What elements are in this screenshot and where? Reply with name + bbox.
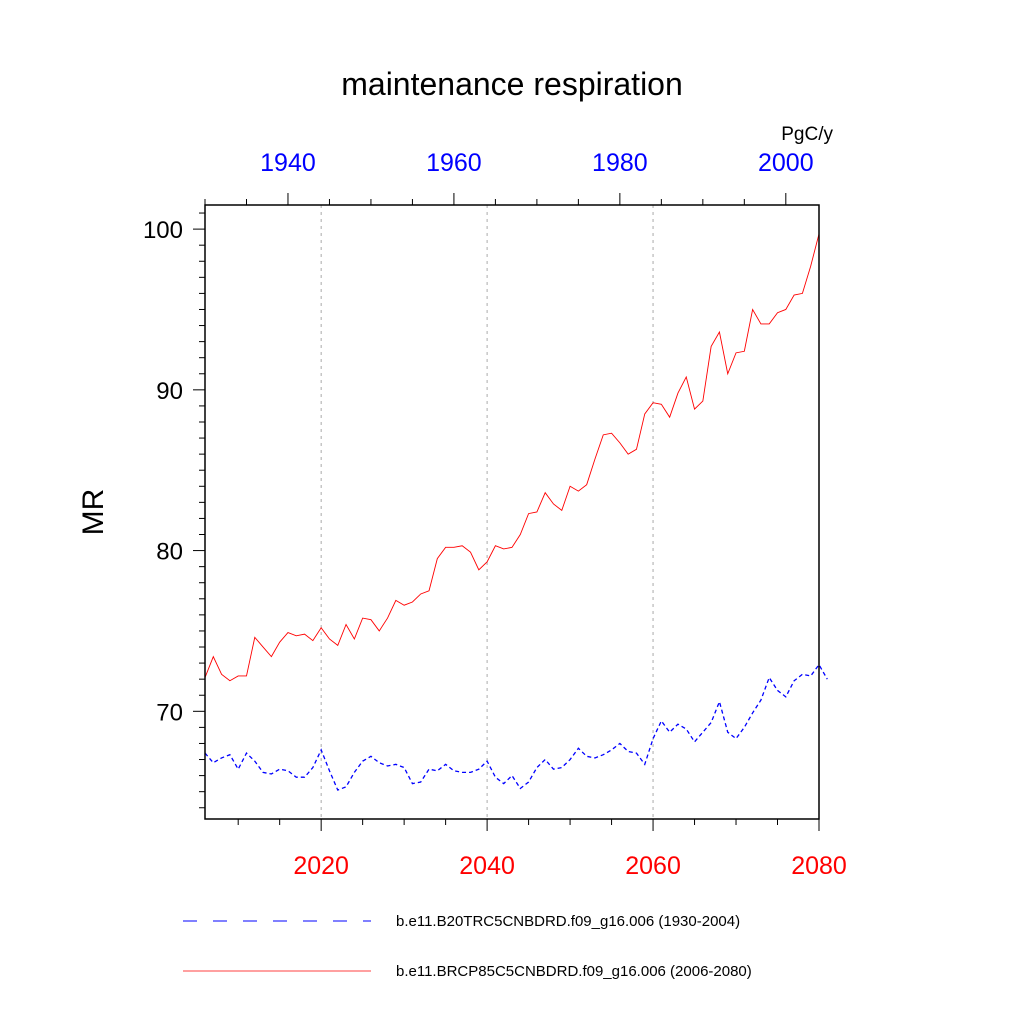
y-axis-label: MR xyxy=(77,489,110,536)
x-bottom-tick-label: 2080 xyxy=(791,852,847,880)
series-line-rcp85 xyxy=(204,233,820,682)
axes: 70 80 90 100 2020 2040 2060 2080 1940 1960 1980 200… xyxy=(143,149,847,880)
legend: b.e11.B20TRC5CNBDRD.f09_g16.006 (1930-20… xyxy=(183,913,752,980)
x-bottom-tick-label: 2060 xyxy=(625,852,681,880)
series-line-historical xyxy=(204,663,828,791)
y-tick-label: 70 xyxy=(156,699,183,726)
units-label: PgC/y xyxy=(781,124,833,145)
y-tick-label: 80 xyxy=(156,539,183,566)
y-tick-label: 100 xyxy=(143,217,183,244)
x-top-tick-label: 1940 xyxy=(260,149,316,177)
legend-label: b.e11.BRCP85C5CNBDRD.f09_g16.006 (2006-2… xyxy=(396,963,752,980)
legend-label: b.e11.B20TRC5CNBDRD.f09_g16.006 (1930-20… xyxy=(396,913,740,930)
x-bottom-tick-label: 2020 xyxy=(293,852,349,880)
x-top-tick-label: 2000 xyxy=(758,149,814,177)
x-bottom-tick-label: 2040 xyxy=(459,852,515,880)
grid-lines xyxy=(320,205,654,819)
chart-title: maintenance respiration xyxy=(341,66,683,102)
x-top-tick-label: 1960 xyxy=(426,149,482,177)
series-lines xyxy=(204,233,828,791)
plot-frame xyxy=(204,204,820,820)
y-tick-label: 90 xyxy=(156,378,183,405)
x-top-tick-label: 1980 xyxy=(592,149,648,177)
